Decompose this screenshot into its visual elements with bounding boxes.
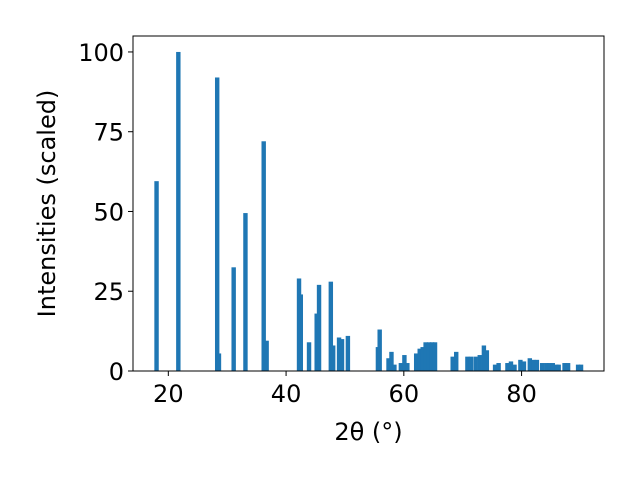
bar [547, 363, 552, 371]
x-axis-label: 2θ (°) [334, 418, 402, 446]
x-tick-label: 60 [389, 380, 420, 408]
bar [231, 267, 236, 371]
bar [420, 347, 425, 371]
bar [575, 364, 581, 371]
bar [484, 350, 490, 371]
bar [534, 359, 540, 371]
bar [402, 355, 407, 371]
bar [505, 363, 510, 371]
bar [473, 356, 478, 371]
bar [562, 363, 567, 371]
bar [544, 363, 549, 371]
x-axis-ticks: 20 40 60 80 [153, 371, 537, 408]
y-axis-ticks: 0 25 50 75 100 [78, 39, 133, 386]
bar [423, 342, 428, 371]
bar [386, 358, 391, 371]
bar [413, 353, 419, 371]
bar [316, 284, 322, 371]
bar [492, 364, 498, 371]
bar [345, 335, 351, 371]
bar [565, 363, 571, 371]
bar [450, 356, 455, 371]
bar [398, 363, 404, 371]
plot-frame [132, 35, 605, 372]
bar [392, 364, 397, 371]
bar [417, 348, 422, 371]
bar [432, 342, 438, 371]
bar [578, 364, 584, 371]
bar [377, 329, 382, 371]
bar [243, 213, 248, 371]
y-tick-label: 50 [93, 198, 124, 226]
bar [531, 359, 536, 371]
bar [556, 364, 561, 371]
x-tick-label: 20 [153, 380, 184, 408]
bar [429, 342, 435, 371]
bar [468, 356, 474, 371]
bar [481, 345, 487, 371]
y-tick-label: 25 [93, 278, 124, 306]
bar [508, 361, 514, 371]
x-tick-label: 40 [271, 380, 302, 408]
x-tick-label: 80 [506, 380, 537, 408]
bar [550, 363, 555, 371]
bar [512, 364, 517, 371]
y-tick-label: 75 [93, 119, 124, 147]
bar [214, 77, 220, 371]
bar [518, 359, 523, 371]
y-tick-label: 100 [78, 39, 124, 67]
bar [306, 342, 312, 371]
y-axis-label: Intensities (scaled) [33, 90, 61, 318]
bars-group [154, 51, 584, 371]
bar [454, 351, 459, 371]
bar [328, 281, 334, 371]
bar [465, 356, 470, 371]
bar [554, 364, 559, 371]
bar [176, 51, 181, 371]
bar [405, 363, 410, 371]
bar [389, 351, 394, 371]
bar [477, 355, 482, 371]
bar [521, 361, 527, 371]
bar [298, 294, 304, 371]
bar [154, 181, 159, 371]
y-tick-label: 0 [109, 358, 124, 386]
bar [314, 313, 319, 371]
bar [336, 337, 342, 371]
bar [264, 340, 269, 371]
bar [339, 339, 345, 371]
bar [539, 363, 545, 371]
bar [426, 342, 432, 371]
bar [527, 358, 533, 371]
bar [330, 345, 336, 371]
bar [261, 141, 266, 371]
bar [216, 353, 222, 371]
bar [496, 363, 501, 371]
